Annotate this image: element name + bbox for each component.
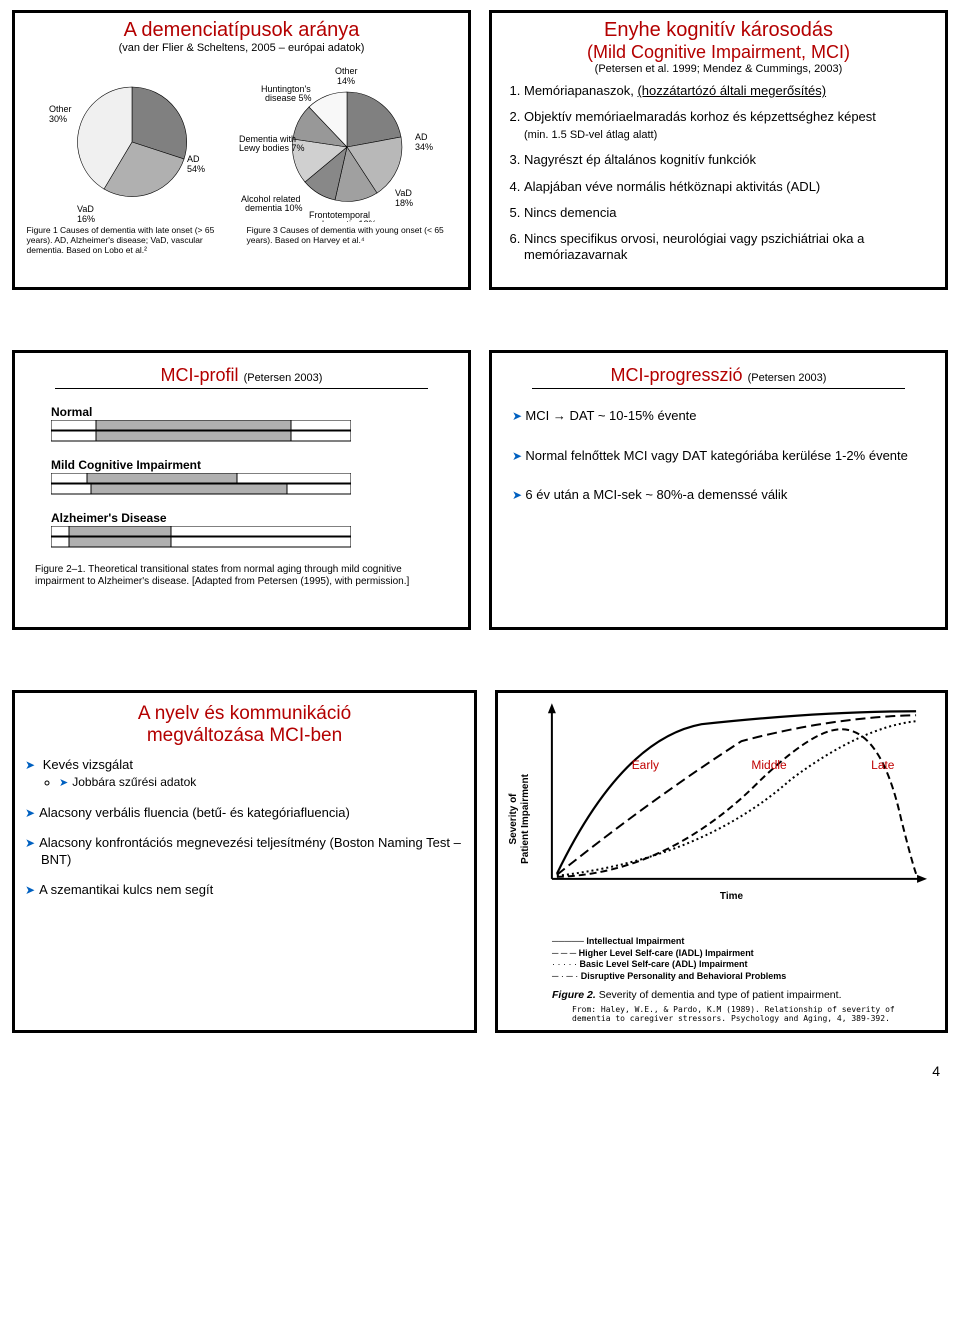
mci-item-3: Nagyrészt ép általános kognitív funkciók — [524, 152, 935, 168]
row-2: MCI-profil (Petersen 2003) Normal Mild C… — [12, 350, 948, 630]
stage-late: Late — [871, 758, 895, 772]
svg-text:30%: 30% — [49, 114, 67, 124]
xlabel: Time — [720, 891, 744, 902]
ylabel: Severity of — [508, 793, 519, 845]
bar-normal: Normal — [51, 405, 448, 442]
svg-text:54%: 54% — [187, 164, 205, 174]
mci-item-5: Nincs demencia — [524, 205, 935, 221]
mci-cite: (Petersen et al. 1999; Mendez & Cummings… — [502, 63, 935, 75]
mci-item-1: Memóriapanaszok, (hozzátartózó általi me… — [524, 83, 935, 99]
pie2-caption: Figure 3 Causes of dementia with young o… — [247, 226, 447, 246]
pie1-caption: Figure 1 Causes of dementia with late on… — [27, 226, 227, 255]
svg-text:VaD: VaD — [395, 188, 412, 198]
svg-text:34%: 34% — [415, 142, 433, 152]
pie-young-onset: Other 14% AD 34% VaD 18% Frontotemporal … — [237, 62, 457, 255]
mci-item-2: Objektív memóriaelmaradás korhoz és képz… — [524, 109, 935, 142]
pie1-label-other: Other — [49, 104, 72, 114]
prog-item-2: Normal felnőttek MCI vagy DAT kategóriáb… — [512, 447, 923, 465]
bar-ad: Alzheimer's Disease — [51, 511, 448, 548]
progression-list: MCI → DAT ~ 10-15% évente Normal felnőtt… — [512, 407, 923, 504]
svg-text:disease 5%: disease 5% — [265, 93, 312, 103]
svg-text:AD: AD — [415, 132, 428, 142]
panel-mci-profile: MCI-profil (Petersen 2003) Normal Mild C… — [12, 350, 471, 630]
panel-dementia-types: A demenciatípusok aránya (van der Flier … — [12, 10, 471, 290]
lang-list: Kevés vizsgálat Jobbára szűrési adatok A… — [25, 757, 464, 898]
svg-text:Other: Other — [335, 66, 358, 76]
impair-legend: ───── Intellectual Impairment ─ ─ ─ High… — [552, 936, 941, 983]
lang-title-1: A nyelv és kommunikáció — [25, 703, 464, 725]
lang-item-3: Alacsony konfrontációs megnevezési telje… — [25, 835, 464, 868]
mci-profile-heading: MCI-profil (Petersen 2003) — [55, 365, 428, 389]
svg-text:18%: 18% — [395, 198, 413, 208]
lang-item-2: Alacsony verbális fluencia (betű- és kat… — [25, 805, 464, 821]
impair-fig-caption: Figure 2. Severity of dementia and type … — [552, 989, 933, 1001]
panel-subtitle: (van der Flier & Scheltens, 2005 – európ… — [25, 42, 458, 54]
mci-title-2: (Mild Cognitive Impairment, MCI) — [502, 42, 935, 63]
mci-title-1: Enyhe kognitív károsodás — [502, 19, 935, 42]
panel-mci-definition: Enyhe kognitív károsodás (Mild Cognitive… — [489, 10, 948, 290]
svg-text:dementia 10%: dementia 10% — [245, 203, 303, 213]
svg-text:16%: 16% — [77, 214, 95, 222]
svg-text:14%: 14% — [337, 76, 355, 86]
panel-impairment-chart: Severity of Patient Impairment Early Mid… — [495, 690, 948, 1033]
panel-title: A demenciatípusok aránya — [25, 19, 458, 42]
impairment-svg: Severity of Patient Impairment Early Mid… — [502, 699, 941, 929]
pie1-label-ad: AD — [187, 154, 200, 164]
svg-text:dementia 12%: dementia 12% — [319, 219, 377, 222]
lang-item-1-sub: Jobbára szűrési adatok — [59, 775, 464, 791]
stage-middle: Middle — [751, 758, 787, 772]
mci-item-6: Nincs specifikus orvosi, neurológiai vag… — [524, 231, 935, 264]
stage-early: Early — [632, 758, 659, 772]
prog-item-1: MCI → DAT ~ 10-15% évente — [512, 407, 923, 425]
lang-title-2: megváltozása MCI-ben — [25, 725, 464, 747]
mci-item-4: Alapjában véve normális hétköznapi aktiv… — [524, 179, 935, 195]
mci-progression-heading: MCI-progresszió (Petersen 2003) — [532, 365, 905, 389]
svg-text:Patient Impairment: Patient Impairment — [520, 773, 531, 863]
pie1-label-vad: VaD — [77, 204, 94, 214]
prog-item-3: 6 év után a MCI-sek ~ 80%-a demenssé vál… — [512, 486, 923, 504]
row-3: A nyelv és kommunikáció megváltozása MCI… — [12, 690, 948, 1033]
panel-language-mci: A nyelv és kommunikáció megváltozása MCI… — [12, 690, 477, 1033]
pie-late-onset: Other 30% AD 54% VaD 16% Figure 1 Causes… — [27, 62, 227, 255]
bar-mci: Mild Cognitive Impairment — [51, 458, 448, 495]
page-number: 4 — [12, 1063, 948, 1079]
lang-item-1: Kevés vizsgálat Jobbára szűrési adatok — [25, 757, 464, 791]
svg-text:Lewy bodies 7%: Lewy bodies 7% — [239, 143, 305, 153]
panel-mci-progression: MCI-progresszió (Petersen 2003) MCI → DA… — [489, 350, 948, 630]
mci-criteria-list: Memóriapanaszok, (hozzátartózó általi me… — [524, 83, 935, 264]
impair-credit: From: Haley, W.E., & Pardo, K.M (1989). … — [572, 1005, 933, 1024]
row-1: A demenciatípusok aránya (van der Flier … — [12, 10, 948, 290]
profile-caption: Figure 2–1. Theoretical transitional sta… — [35, 564, 448, 588]
lang-item-4: A szemantikai kulcs nem segít — [25, 882, 464, 898]
